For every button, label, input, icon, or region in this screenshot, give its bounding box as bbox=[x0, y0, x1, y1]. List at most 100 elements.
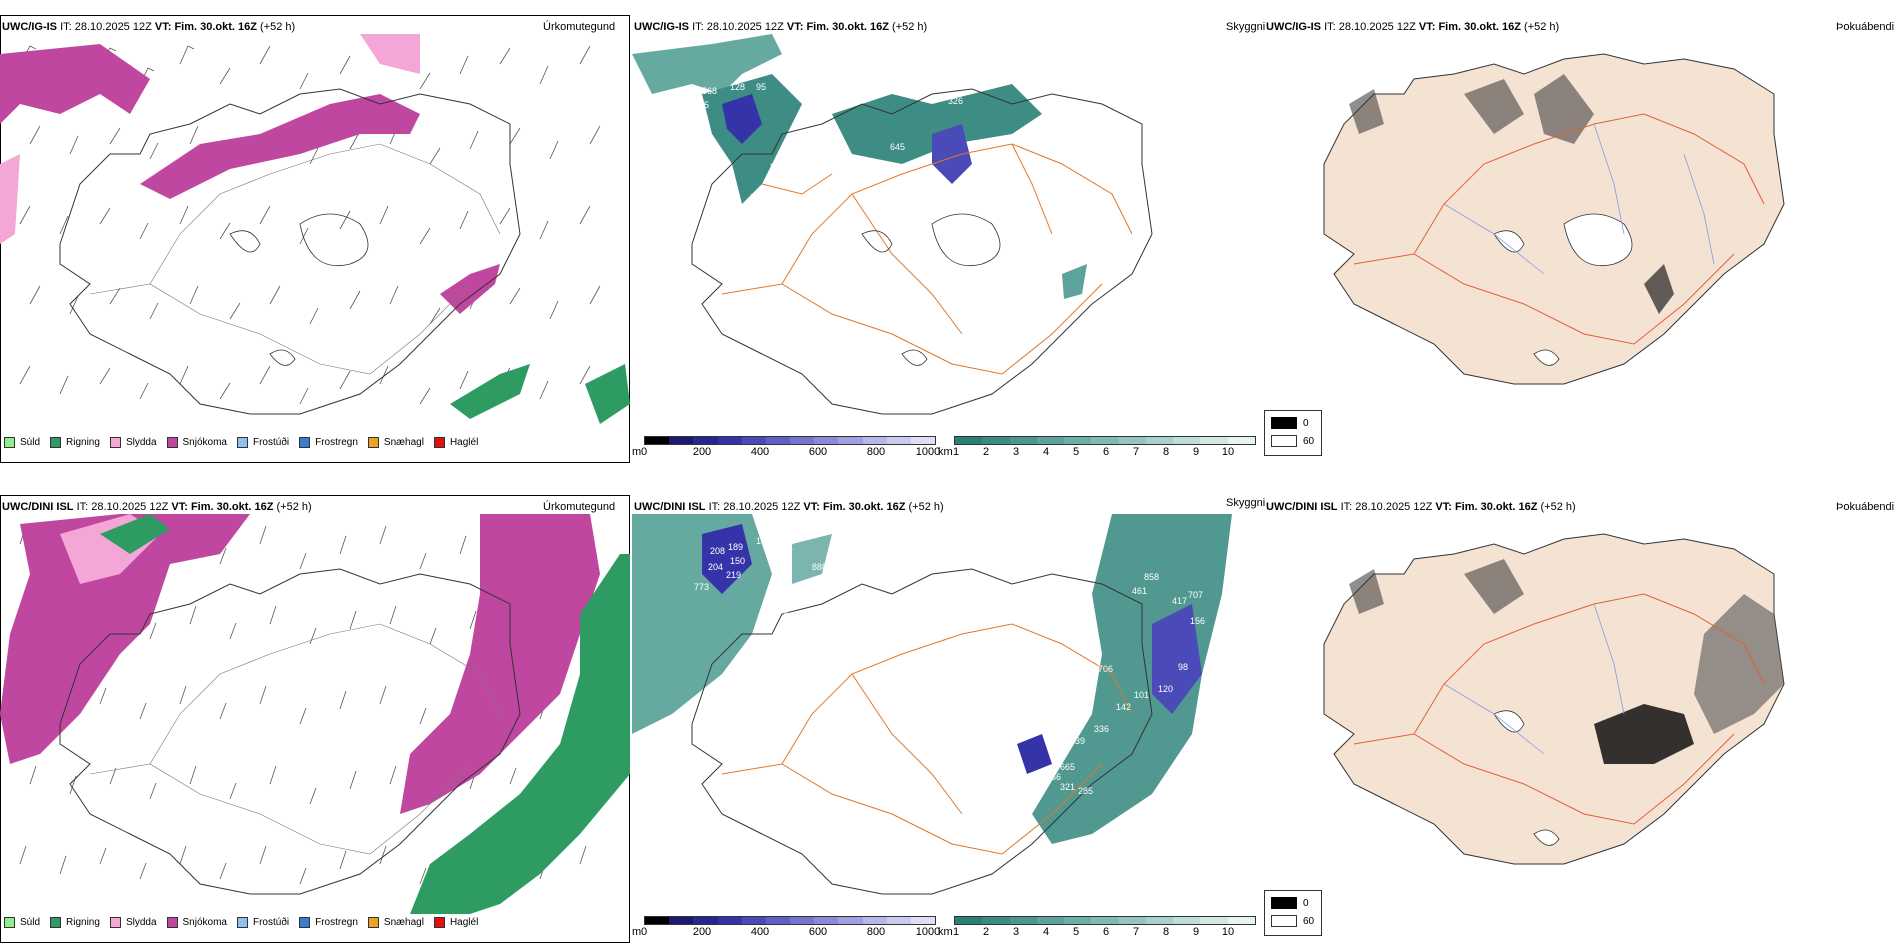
vt-label: VT: Fim. 30.okt. 16Z bbox=[786, 21, 889, 33]
model-name: UWC/DINI ISL bbox=[634, 501, 706, 513]
rain-area bbox=[410, 554, 630, 914]
lead-time: (+52 h) bbox=[908, 501, 944, 513]
vis-label: 143 bbox=[756, 536, 771, 546]
rain-area bbox=[585, 364, 630, 424]
legend-label: Frostúði bbox=[252, 437, 290, 448]
colorbar-swatches bbox=[954, 916, 1256, 925]
legend-label: Slydda bbox=[125, 917, 157, 928]
it-label: IT: bbox=[708, 501, 721, 513]
very-low-visibility-area bbox=[1017, 734, 1052, 774]
it-value: 28.10.2025 12Z bbox=[91, 501, 169, 513]
colorbar-swatch bbox=[1036, 437, 1065, 444]
vis-label: 773 bbox=[694, 582, 709, 592]
colorbar-swatch bbox=[1009, 917, 1037, 924]
lead-time: (+52 h) bbox=[260, 21, 296, 33]
vis-label: 101 bbox=[1134, 690, 1149, 700]
vis-label: 150 bbox=[730, 556, 745, 566]
vis-label: 326 bbox=[948, 96, 963, 106]
colorbar-swatch bbox=[717, 437, 742, 444]
legend-swatch bbox=[367, 437, 379, 448]
very-low-visibility-area bbox=[932, 124, 972, 184]
legend-item-frostregn: Frostregn bbox=[299, 917, 358, 928]
rain-area bbox=[100, 514, 170, 554]
vis-label: 219 bbox=[726, 570, 741, 580]
colorbar-swatch bbox=[910, 917, 936, 924]
precip-type-panel-ig: UWC/IG-IS IT: 28.10.2025 12Z VT: Fim. 30… bbox=[0, 0, 632, 470]
legend-swatch bbox=[109, 437, 121, 448]
vis-value-labels: 568 785 128 95 302 432 621 645 326 906 1… bbox=[694, 82, 1039, 202]
roads bbox=[721, 623, 1133, 855]
colorbar-swatch bbox=[910, 437, 936, 444]
it-label: IT: bbox=[692, 21, 704, 33]
visibility-km-colorbar: km 1 2 3 4 5 6 7 8 9 10 bbox=[938, 916, 1260, 942]
vis-label: 208 bbox=[710, 546, 725, 556]
row-dini-isl: UWC/DINI ISL IT: 28.10.2025 12Z VT: Fim.… bbox=[0, 480, 1900, 950]
colorbar-swatch bbox=[1145, 917, 1174, 924]
vis-label: 199 bbox=[770, 586, 785, 596]
snow-area bbox=[440, 264, 500, 314]
colorbar-swatch bbox=[645, 437, 670, 444]
vis-label: 156 bbox=[1190, 616, 1205, 626]
vis-label: 645 bbox=[890, 142, 905, 152]
it-value: 28.10.2025 12Z bbox=[706, 21, 784, 33]
vis-label: 16 bbox=[948, 186, 958, 196]
colorbar-swatch bbox=[1173, 437, 1201, 444]
colorbar-unit: km bbox=[938, 446, 953, 458]
colorbar-swatch bbox=[717, 917, 742, 924]
vis-label: 888 bbox=[812, 562, 827, 572]
it-label: IT: bbox=[60, 21, 72, 33]
colorbar-tick: 3 bbox=[1012, 926, 1020, 938]
colorbar-swatch bbox=[1200, 917, 1228, 924]
wind-barbs bbox=[19, 45, 601, 405]
colorbar-tick: 600 bbox=[808, 926, 828, 938]
model-name: UWC/DINI ISL bbox=[2, 501, 74, 513]
vis-label: 665 bbox=[1060, 762, 1075, 772]
fog-panel-ig: UWC/IG-IS IT: 28.10.2025 12Z VT: Fim. 30… bbox=[1264, 0, 1900, 470]
vis-label: 461 bbox=[1132, 586, 1147, 596]
colorbar-tick: 8 bbox=[1162, 926, 1170, 938]
colorbar-tick: 0 bbox=[640, 446, 648, 458]
visibility-map: 208 204 189 143 171 888 150 219 199 277 … bbox=[632, 514, 1232, 895]
colorbar-tick: 400 bbox=[750, 926, 770, 938]
colorbar-swatch bbox=[886, 917, 911, 924]
precip-type-panel-dini: UWC/DINI ISL IT: 28.10.2025 12Z VT: Fim.… bbox=[0, 480, 632, 950]
colorbar-swatch bbox=[741, 917, 766, 924]
colorbar-ticks: 0 200 400 600 800 1000 bbox=[641, 926, 940, 940]
precip-legend: Súld Rigning Slydda Snjókoma Frostúði Fr… bbox=[4, 437, 478, 448]
colorbar-swatch bbox=[982, 437, 1010, 444]
panel-title-precip: Úrkomutegund bbox=[543, 501, 616, 513]
colorbar-tick: 5 bbox=[1072, 446, 1080, 458]
fog-shading bbox=[1349, 74, 1594, 144]
colorbar-swatch bbox=[693, 917, 718, 924]
fog-shading bbox=[1349, 559, 1524, 614]
colorbar-tick: 9 bbox=[1192, 926, 1200, 938]
panel-header: UWC/DINI ISL IT: 28.10.2025 12Z VT: Fim.… bbox=[634, 501, 944, 513]
it-value: 28.10.2025 12Z bbox=[1355, 501, 1433, 513]
legend-label: Snæhagl bbox=[383, 917, 424, 928]
colorbar-swatch bbox=[1145, 437, 1174, 444]
legend-swatch bbox=[166, 917, 178, 928]
colorbar-swatch bbox=[1118, 917, 1146, 924]
fog-legend-high-label: 0 bbox=[1303, 898, 1309, 909]
vis-label: 98 bbox=[1178, 662, 1188, 672]
iceland-coast bbox=[59, 88, 521, 415]
legend-item-snaehagl: Snæhagl bbox=[367, 437, 424, 448]
sleet-area bbox=[0, 154, 20, 244]
roads bbox=[721, 143, 1133, 375]
colorbar-swatch bbox=[838, 437, 863, 444]
colorbar-swatch bbox=[693, 437, 718, 444]
colorbar-tick: 5 bbox=[1072, 926, 1080, 938]
panel-title-fog: Þokuábendi bbox=[1836, 21, 1895, 33]
it-value: 28.10.2025 12Z bbox=[1338, 21, 1416, 33]
vis-label: 171 bbox=[778, 542, 793, 552]
roads bbox=[1353, 593, 1765, 825]
vis-value-labels: 208 204 189 143 171 888 150 219 199 277 … bbox=[694, 536, 1205, 796]
colorbar-swatch bbox=[814, 917, 839, 924]
colorbar-tick: 1 bbox=[952, 926, 960, 938]
colorbar-swatch bbox=[1009, 437, 1037, 444]
fog-map bbox=[1323, 53, 1785, 385]
low-visibility-area bbox=[1032, 514, 1232, 844]
visibility-panel-ig: UWC/IG-IS IT: 28.10.2025 12Z VT: Fim. 30… bbox=[632, 0, 1265, 470]
legend-item-rigning: Rigning bbox=[50, 437, 100, 448]
fog-shading bbox=[1594, 704, 1694, 764]
